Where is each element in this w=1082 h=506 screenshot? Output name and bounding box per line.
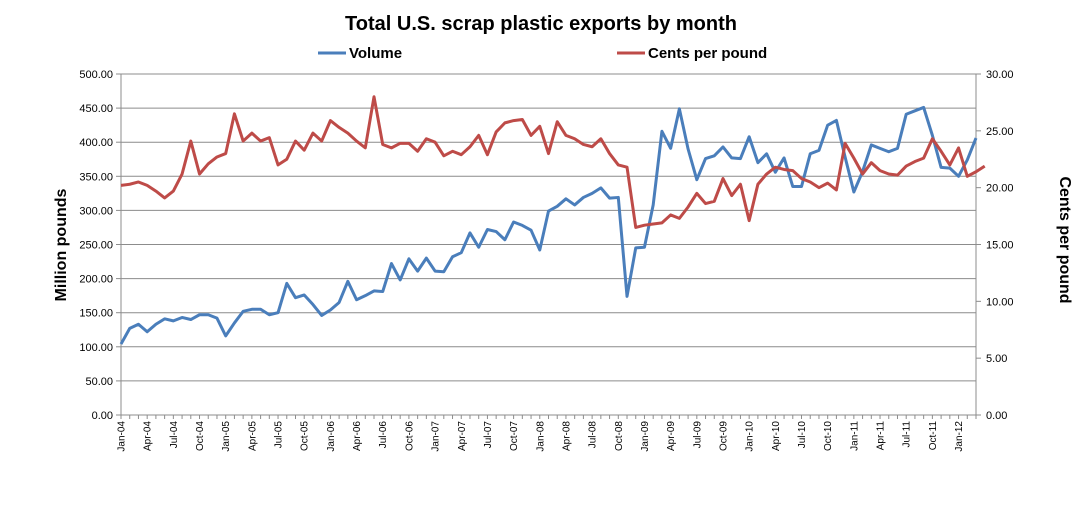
y-right-tick-label: 25.00 [986, 126, 1014, 138]
x-tick-label: Jan-05 [221, 421, 232, 452]
y-left-tick-label: 100.00 [79, 342, 113, 354]
x-tick-label: Jul-07 [483, 421, 494, 449]
x-tick-label: Oct-08 [614, 421, 625, 451]
y-right-axis-title: Cents per pound [1056, 176, 1073, 303]
gridlines [120, 73, 977, 416]
x-tick-label: Apr-06 [352, 421, 363, 451]
x-tick-label: Oct-07 [509, 421, 520, 451]
x-tick-label: Oct-04 [195, 421, 206, 451]
legend: Volume Cents per pound [318, 45, 767, 62]
y-left-ticks: 0.00 50.00 100.00 150.00 200.00 250.00 300.00 3… [79, 69, 121, 422]
x-tick-label: Jan-04 [117, 421, 128, 452]
y-right-tick-label: 0.00 [986, 410, 1007, 422]
y-right-tick-label: 20.00 [986, 183, 1014, 195]
legend-label-volume: Volume [349, 45, 402, 62]
y-left-axis-title: Million pounds [53, 188, 70, 301]
y-left-tick-label: 350.00 [79, 171, 113, 183]
x-tick-label: Jan-08 [535, 421, 546, 452]
x-tick-label: Apr-08 [561, 421, 572, 451]
y-right-tick-label: 10.00 [986, 296, 1014, 308]
series-line-cents-per-pound [120, 95, 986, 229]
x-ticks: Jan-04 Apr-04 Jul-04 Oct-04 Jan-05 Apr-05 Jul-… [117, 415, 977, 452]
y-left-tick-label: 500.00 [79, 69, 113, 81]
chart-title: Total U.S. scrap plastic exports by mont… [345, 13, 737, 35]
y-left-tick-label: 400.00 [79, 137, 113, 149]
x-tick-label: Jan-10 [745, 421, 756, 452]
y-right-tick-label: 5.00 [986, 353, 1007, 365]
x-tick-label: Jul-09 [692, 421, 703, 449]
y-left-tick-label: 50.00 [85, 376, 113, 388]
x-tick-label: Jul-11 [902, 421, 913, 448]
y-left-tick-label: 250.00 [79, 240, 113, 252]
y-left-tick-label: 450.00 [79, 103, 113, 115]
x-tick-label: Jan-07 [431, 421, 442, 452]
x-tick-label: Jul-10 [797, 421, 808, 449]
legend-label-cents: Cents per pound [648, 45, 767, 62]
x-tick-label: Oct-10 [823, 421, 834, 451]
y-left-tick-label: 200.00 [79, 274, 113, 286]
y-right-ticks: 0.00 5.00 10.00 15.00 20.00 25.00 30.00 [976, 69, 1014, 422]
y-right-tick-label: 30.00 [986, 69, 1014, 81]
x-tick-label: Apr-10 [771, 421, 782, 451]
x-tick-label: Apr-05 [247, 421, 258, 451]
x-tick-label: Jul-08 [588, 421, 599, 449]
x-tick-label: Apr-09 [666, 421, 677, 451]
x-tick-label: Jul-05 [274, 421, 285, 449]
x-tick-label: Apr-07 [457, 421, 468, 451]
x-tick-label: Jul-04 [169, 421, 180, 449]
y-left-tick-label: 150.00 [79, 308, 113, 320]
y-left-tick-label: 0.00 [92, 410, 113, 422]
x-tick-label: Oct-05 [300, 421, 311, 451]
x-tick-label: Jan-11 [849, 421, 860, 451]
y-right-tick-label: 15.00 [986, 240, 1014, 252]
y-left-tick-label: 300.00 [79, 205, 113, 217]
series-lines [119, 95, 986, 345]
x-tick-label: Oct-11 [928, 421, 939, 451]
x-tick-label: Jul-06 [378, 421, 389, 449]
x-tick-label: Oct-06 [404, 421, 415, 451]
x-tick-label: Apr-11 [876, 421, 887, 451]
x-tick-label: Apr-04 [143, 421, 154, 451]
x-tick-label: Jan-09 [640, 421, 651, 452]
x-tick-label: Jan-06 [326, 421, 337, 452]
x-tick-label: Jan-12 [954, 421, 965, 452]
x-tick-label: Oct-09 [718, 421, 729, 451]
series-line-volume [119, 105, 978, 345]
